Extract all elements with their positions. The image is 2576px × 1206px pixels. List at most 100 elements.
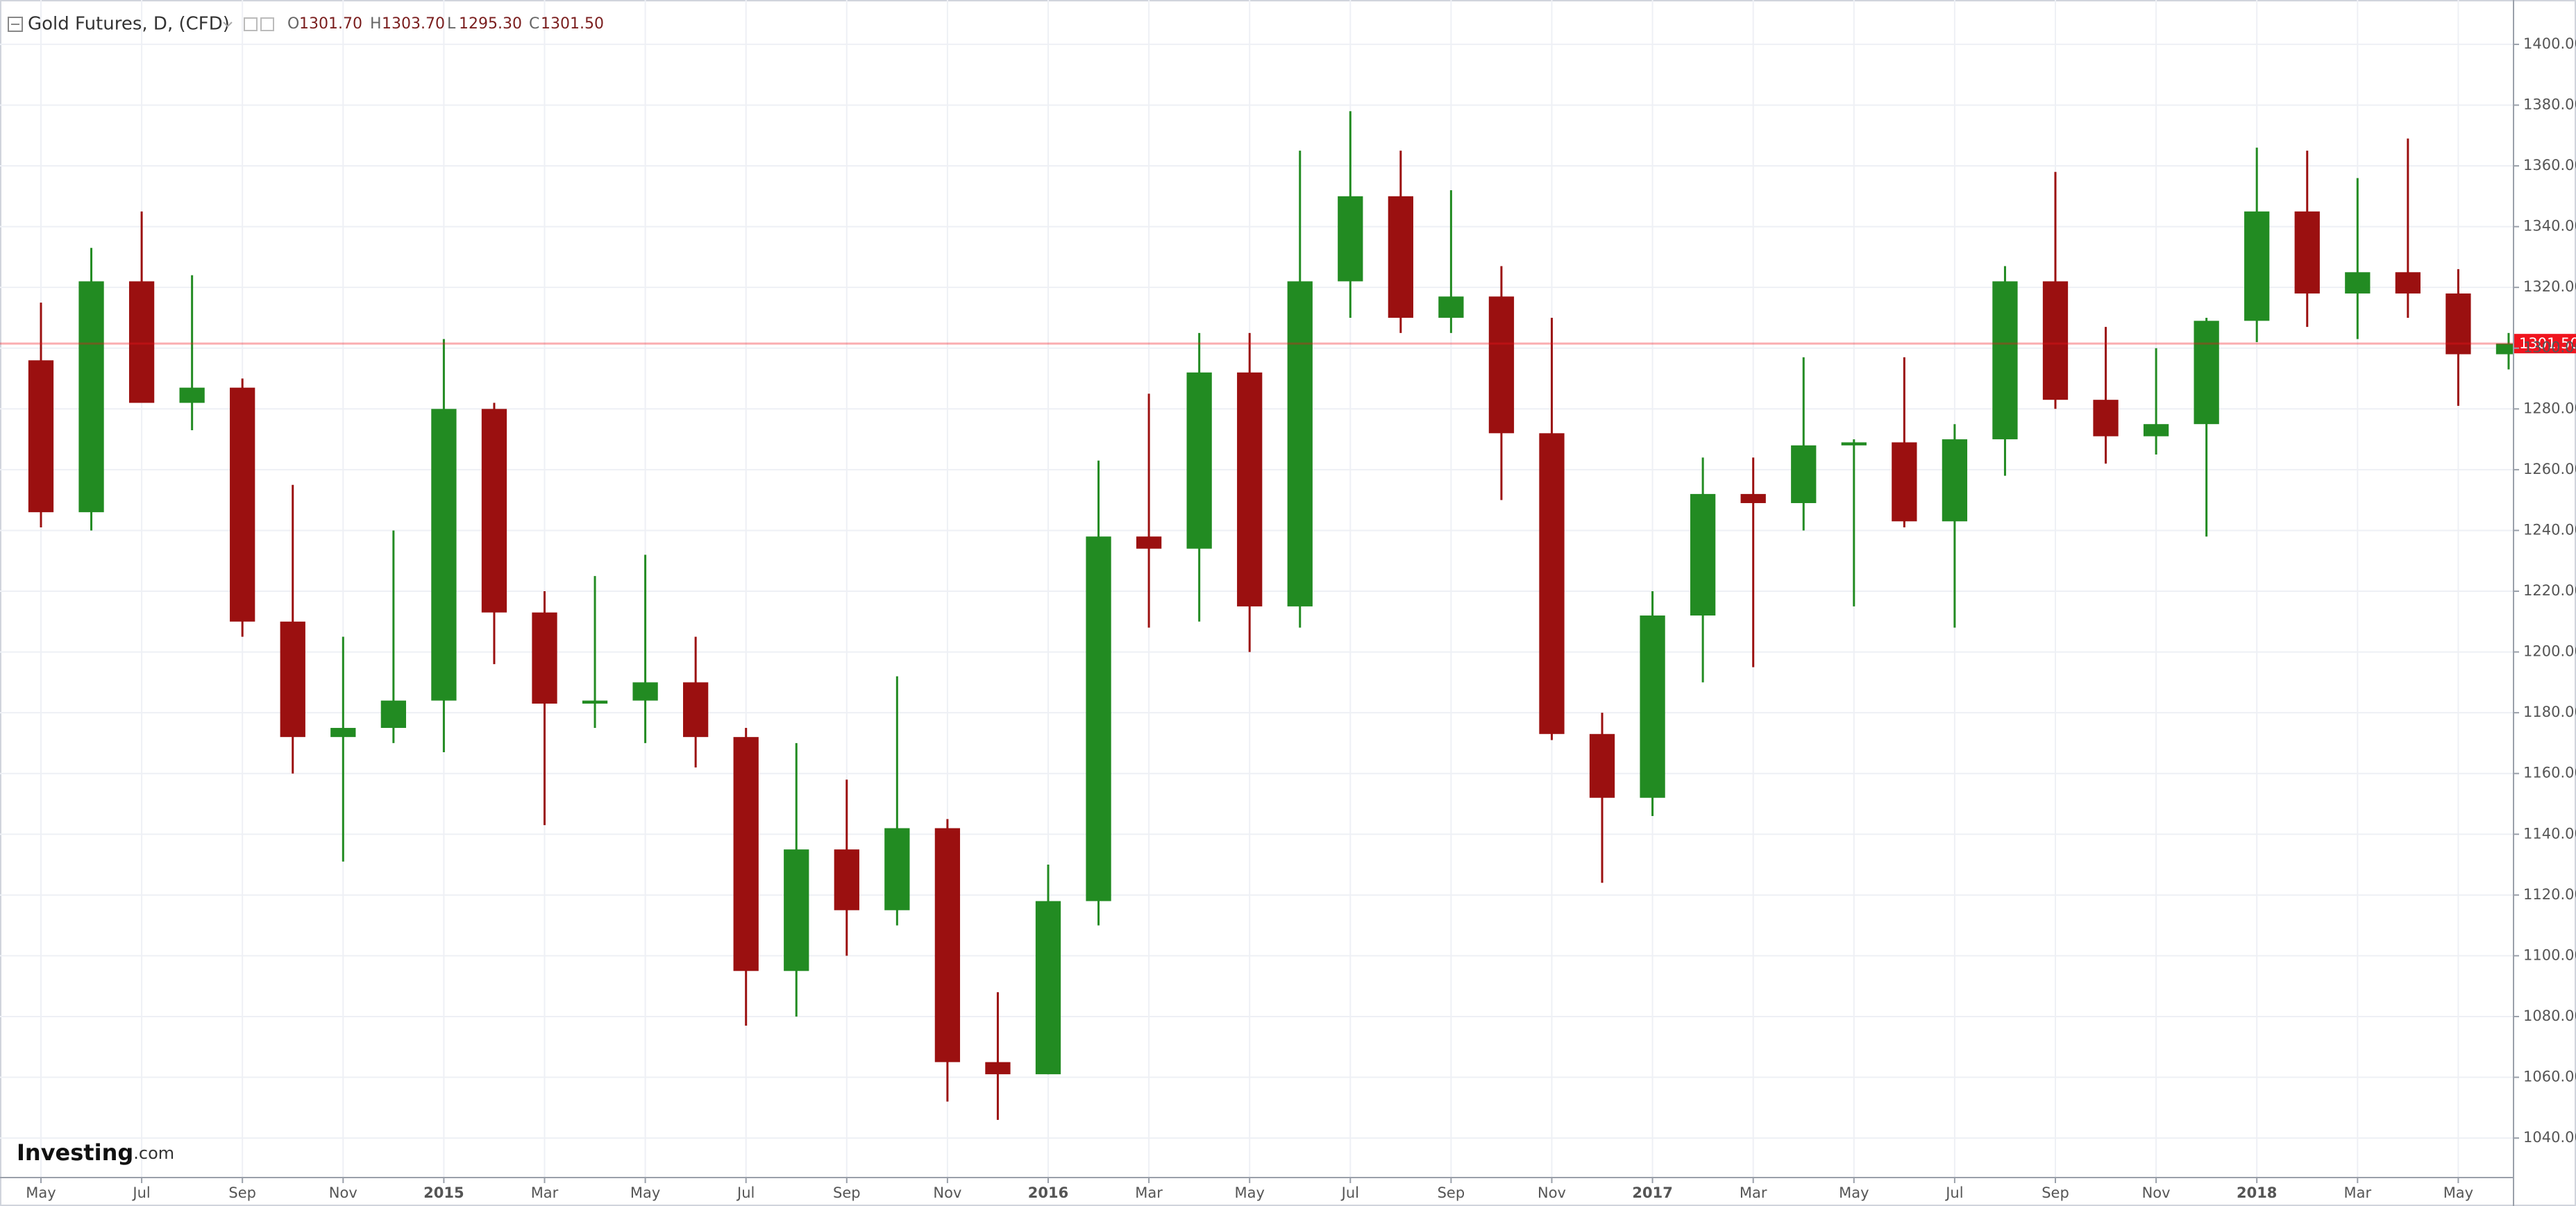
candle-body <box>78 281 104 513</box>
candle-body <box>1438 296 1464 318</box>
x-tick-label: 2018 <box>2237 1184 2277 1201</box>
candle-body <box>1791 445 1817 504</box>
y-tick-label: 1140.00 <box>2523 825 2576 842</box>
y-tick-label: 1340.00 <box>2523 218 2576 235</box>
logo-suffix: .com <box>133 1144 174 1163</box>
ohlc-value: 1295.30 <box>459 15 522 33</box>
candle-body <box>1086 536 1111 901</box>
x-tick-label: Jul <box>1944 1184 1963 1201</box>
y-tick-label: 1200.00 <box>2523 643 2576 660</box>
candle-body <box>2143 424 2169 436</box>
candle-body <box>1488 296 1515 434</box>
y-tick-label: 1360.00 <box>2523 157 2576 173</box>
x-tick-label: 2015 <box>423 1184 464 1201</box>
candle-body <box>230 387 255 622</box>
x-tick-label: Sep <box>1438 1184 1465 1201</box>
y-tick-label: 1220.00 <box>2523 582 2576 599</box>
ohlc-value: 1303.70 <box>382 15 445 33</box>
candle-body <box>128 281 155 403</box>
collapse-icon[interactable] <box>8 17 23 32</box>
x-tick-label: Mar <box>1135 1184 1163 1201</box>
candle-body <box>2093 400 2119 436</box>
candle-body <box>1388 196 1413 318</box>
y-tick-label: 1240.00 <box>2523 521 2576 538</box>
candle-body <box>1892 442 1917 522</box>
x-tick-label: May <box>630 1184 660 1201</box>
candle-body <box>1338 196 1363 282</box>
last-price-label: 1301.50 <box>2519 335 2576 352</box>
candle-body <box>1539 433 1565 734</box>
y-tick-label: 1160.00 <box>2523 765 2576 781</box>
y-tick-label: 1280.00 <box>2523 400 2576 416</box>
candle-body <box>2395 272 2421 294</box>
candle-body <box>2194 321 2219 425</box>
ohlc-value: 1301.70 <box>299 15 362 33</box>
y-tick-label: 1040.00 <box>2523 1129 2576 1146</box>
y-tick-label: 1300.00 <box>2523 339 2576 356</box>
x-tick-label: Sep <box>833 1184 861 1201</box>
x-tick-label: Jul <box>736 1184 755 1201</box>
overlay: 1301.50 <box>0 334 2576 354</box>
x-tick-label: Nov <box>933 1184 961 1201</box>
candle-body <box>1136 536 1162 549</box>
y-tick-label: 1100.00 <box>2523 946 2576 963</box>
candle-body <box>2495 343 2514 355</box>
candle-body <box>1186 372 1212 549</box>
candle-body <box>985 1062 1011 1075</box>
x-tick-label: Jul <box>1340 1184 1359 1201</box>
candle-body <box>330 728 356 738</box>
chart-title: Gold Futures, D, (CFD) <box>28 14 230 35</box>
dropdown-icon[interactable] <box>223 22 233 28</box>
candle-body <box>1740 493 1766 504</box>
x-tick-label: May <box>1839 1184 1869 1201</box>
ohlc-value: 1301.50 <box>541 15 604 33</box>
candle-body <box>2042 281 2069 400</box>
ohlc-name: L <box>447 15 456 33</box>
ohlc-name: H <box>370 15 382 33</box>
x-tick-label: May <box>26 1184 56 1201</box>
y-tick-label: 1380.00 <box>2523 96 2576 112</box>
y-tick-label: 1400.00 <box>2523 35 2576 52</box>
x-tick-label: Sep <box>2042 1184 2069 1201</box>
candle-body <box>632 682 658 701</box>
logo-brand: Investing <box>17 1139 133 1166</box>
y-tick-label: 1180.00 <box>2523 704 2576 720</box>
candle-body <box>1992 281 2018 440</box>
y-tick-label: 1080.00 <box>2523 1008 2576 1024</box>
candle-body <box>582 700 608 704</box>
candle-body <box>1237 372 1263 606</box>
candle-body <box>280 621 305 738</box>
y-tick-label: 1320.00 <box>2523 278 2576 295</box>
candle-body <box>784 849 809 971</box>
candle-body <box>2244 211 2270 321</box>
close-icon[interactable] <box>260 17 274 31</box>
y-tick-label: 1060.00 <box>2523 1069 2576 1085</box>
candles <box>28 111 2514 1120</box>
candle-body <box>1035 901 1061 1075</box>
candle-body <box>934 828 961 1062</box>
x-tick-label: Nov <box>2142 1184 2171 1201</box>
x-tick-label: May <box>2443 1184 2473 1201</box>
settings-icon[interactable] <box>244 17 258 31</box>
x-tick-label: Mar <box>531 1184 559 1201</box>
candle-body <box>380 700 406 729</box>
candle-body <box>884 828 910 910</box>
candle-body <box>683 682 709 738</box>
candle-body <box>834 849 859 910</box>
candle-body <box>481 409 507 613</box>
candle-body <box>28 360 54 513</box>
candle-body <box>1589 733 1615 798</box>
x-tick-label: 2016 <box>1028 1184 1068 1201</box>
candle-body <box>1287 281 1313 606</box>
x-tick-label: Jul <box>131 1184 150 1201</box>
last-price-box <box>2514 334 2576 354</box>
candle-body <box>2294 211 2320 294</box>
x-tick-label: Mar <box>2343 1184 2371 1201</box>
candle-body <box>2345 272 2371 294</box>
x-tick-label: Nov <box>329 1184 357 1201</box>
candle-body <box>1841 442 1867 445</box>
candle-body <box>532 612 557 704</box>
x-tick-label: May <box>1234 1184 1264 1201</box>
ohlc-name: C <box>529 15 539 33</box>
